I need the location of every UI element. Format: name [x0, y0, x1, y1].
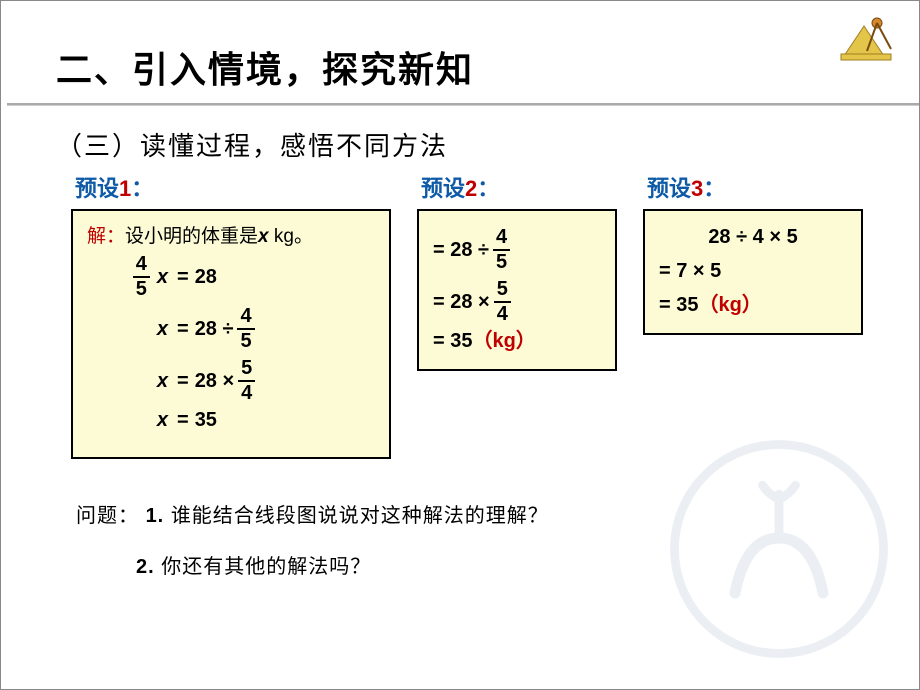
preset-word: 预设	[421, 176, 465, 201]
preset-word: 预设	[647, 176, 691, 201]
preset-2-label: 预设2：	[421, 171, 617, 203]
fraction-4-5: 4 5	[493, 227, 510, 273]
fraction-5-4: 5 4	[238, 358, 255, 404]
frac-den: 5	[133, 279, 150, 300]
preset-colon: ：	[131, 176, 153, 201]
section-subtitle: （三）读懂过程，感悟不同方法	[1, 106, 919, 171]
preset-1-label: 预设1：	[75, 171, 391, 203]
op-28-mul: 28 ×	[195, 371, 234, 391]
fraction-4-5: 4 5	[133, 254, 150, 300]
equals: =	[177, 267, 189, 287]
equals: =	[177, 410, 189, 430]
jie-label: 解：	[87, 226, 125, 247]
b3-line-3: = 35 （kg）	[659, 295, 847, 315]
frac-num: 4	[237, 306, 254, 327]
rhs-35: 35	[195, 410, 217, 430]
setup-text-a: 设小明的体重是	[125, 226, 258, 247]
setup-var: x	[258, 226, 269, 247]
preset-3: 预设3： 28 ÷ 4 × 5 = 7 × 5 = 35 （kg）	[643, 171, 863, 335]
preset-num: 2	[465, 176, 477, 201]
solution-box-2: = 28 ÷ 4 5 = 28 × 5 4 = 35	[417, 209, 617, 371]
preset-colon: ：	[703, 176, 725, 201]
b3-line-2: = 7 × 5	[659, 261, 847, 281]
x-var: x	[157, 267, 168, 287]
frac-den: 4	[238, 383, 255, 404]
question-2-text: 你还有其他的解法吗？	[161, 556, 371, 578]
presets-row: 预设1： 解：设小明的体重是x kg。 4 5 x =	[1, 171, 919, 459]
setup-text-b: kg。	[269, 226, 313, 247]
preset-colon: ：	[477, 176, 499, 201]
equation-3: x = 28 × 5 4	[87, 358, 375, 404]
b2-line-2: = 28 × 5 4	[433, 279, 601, 325]
equals: =	[177, 371, 189, 391]
x-var: x	[157, 410, 168, 430]
frac-num: 5	[494, 279, 511, 300]
expr-text: = 7 × 5	[659, 261, 721, 281]
preset-num: 3	[691, 176, 703, 201]
frac-den: 4	[494, 304, 511, 325]
solution-box-1: 解：设小明的体重是x kg。 4 5 x = 28 x	[71, 209, 391, 459]
x-var: x	[157, 371, 168, 391]
equals: =	[177, 319, 189, 339]
op-text: = 28 ×	[433, 292, 490, 312]
op-text: = 28 ÷	[433, 240, 489, 260]
rhs-28: 28	[195, 267, 217, 287]
unit-kg: （kg）	[472, 331, 535, 351]
question-2: 2. 你还有其他的解法吗？	[76, 550, 919, 579]
equation-2: x = 28 ÷ 4 5	[87, 306, 375, 352]
questions-block: 问题： 1. 谁能结合线段图说说对这种解法的理解？ 2. 你还有其他的解法吗？	[1, 459, 919, 579]
slide: 二、引入情境，探究新知 （三）读懂过程，感悟不同方法 预设1： 解：设小明的体重…	[0, 0, 920, 690]
b2-line-1: = 28 ÷ 4 5	[433, 227, 601, 273]
setup-line: 解：设小明的体重是x kg。	[87, 221, 375, 248]
result-35: = 35	[659, 295, 698, 315]
equation-4: x = 35	[87, 410, 375, 430]
frac-num: 5	[238, 358, 255, 379]
preset-num: 1	[119, 176, 131, 201]
op-28-div: 28 ÷	[195, 319, 234, 339]
question-2-num: 2.	[136, 556, 161, 578]
unit-kg: （kg）	[698, 295, 761, 315]
preset-word: 预设	[75, 176, 119, 201]
b3-line-1: 28 ÷ 4 × 5	[659, 227, 847, 247]
frac-den: 5	[493, 252, 510, 273]
b2-line-3: = 35 （kg）	[433, 331, 601, 351]
frac-num: 4	[133, 254, 150, 275]
x-var: x	[157, 319, 168, 339]
result-35: = 35	[433, 331, 472, 351]
question-1: 问题： 1. 谁能结合线段图说说对这种解法的理解？	[76, 499, 919, 528]
question-1-num: 1.	[146, 505, 171, 527]
frac-den: 5	[237, 331, 254, 352]
expr-text: 28 ÷ 4 × 5	[708, 227, 797, 247]
section-title: 二、引入情境，探究新知	[1, 1, 919, 103]
fraction-4-5: 4 5	[237, 306, 254, 352]
preset-1: 预设1： 解：设小明的体重是x kg。 4 5 x =	[71, 171, 391, 459]
solution-box-3: 28 ÷ 4 × 5 = 7 × 5 = 35 （kg）	[643, 209, 863, 335]
ruler-compass-icon	[839, 11, 899, 61]
frac-num: 4	[493, 227, 510, 248]
equation-1: 4 5 x = 28	[87, 254, 375, 300]
question-label: 问题：	[76, 499, 139, 528]
question-1-text: 谁能结合线段图说说对这种解法的理解？	[171, 505, 549, 527]
fraction-5-4: 5 4	[494, 279, 511, 325]
preset-3-label: 预设3：	[647, 171, 863, 203]
preset-2: 预设2： = 28 ÷ 4 5 = 28 × 5 4	[417, 171, 617, 371]
